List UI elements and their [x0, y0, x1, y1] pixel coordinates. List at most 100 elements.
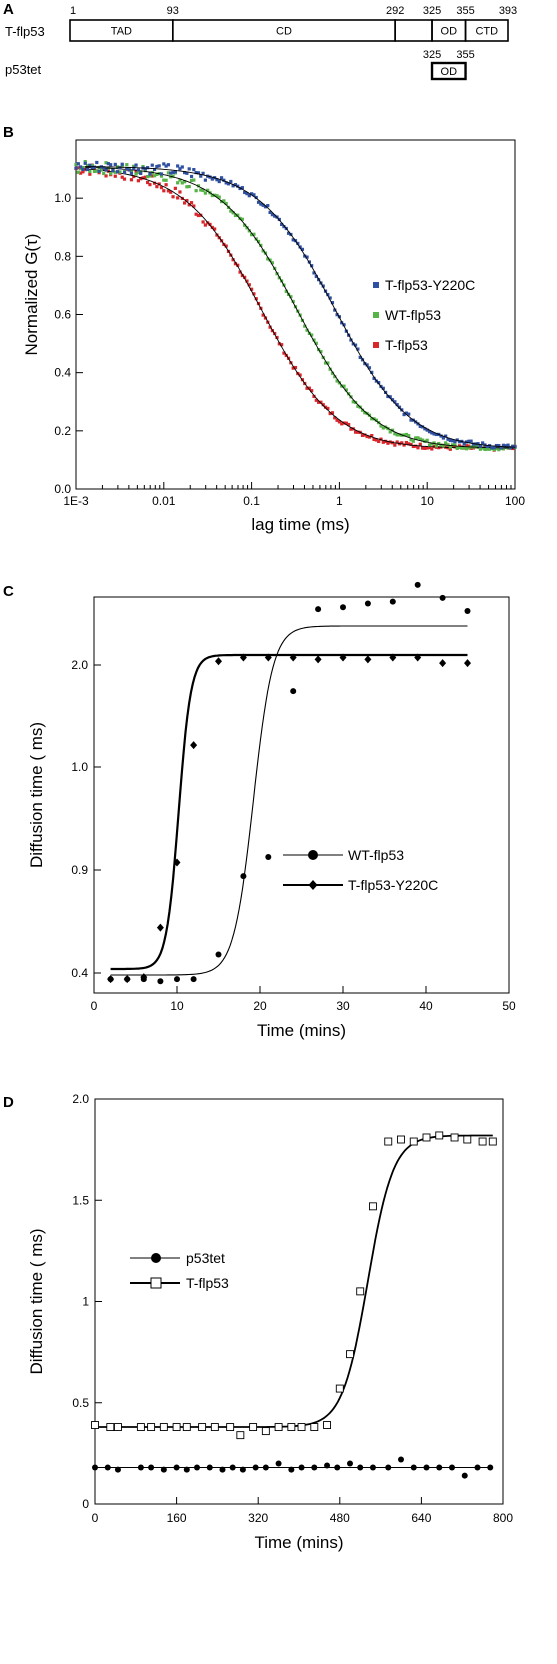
y-tick-label: 0.5 — [72, 1396, 89, 1410]
y-tick-label: 0.0 — [54, 482, 71, 496]
data-point — [111, 168, 115, 173]
data-point — [261, 249, 265, 253]
data-point — [240, 186, 244, 190]
data-point — [83, 168, 87, 172]
fit-line — [84, 166, 516, 448]
fit-line — [110, 625, 468, 976]
data-point — [162, 189, 166, 193]
data-point — [256, 200, 261, 204]
data-point — [463, 1135, 472, 1144]
x-tick-label: 1 — [336, 494, 343, 508]
legend-label: p53tet — [186, 1250, 225, 1266]
data-point — [397, 1135, 405, 1144]
data-point — [409, 442, 413, 447]
data-point — [464, 659, 471, 668]
data-point — [437, 441, 441, 446]
data-point — [334, 1464, 341, 1471]
data-point — [189, 178, 194, 183]
x-tick-label: 640 — [411, 1511, 431, 1525]
data-point — [381, 426, 385, 430]
data-point — [467, 446, 471, 450]
data-point — [224, 244, 228, 248]
data-point — [162, 178, 166, 182]
data-point — [172, 1423, 181, 1432]
data-point — [414, 436, 418, 440]
data-point — [418, 424, 422, 429]
data-point — [261, 313, 265, 317]
data-point — [74, 162, 78, 167]
data-point — [81, 167, 85, 172]
data-point — [395, 403, 399, 407]
x-tick-label: 20 — [253, 999, 267, 1013]
series-T-flp53-Y220C — [74, 160, 517, 450]
legend-label: WT-flp53 — [348, 847, 404, 863]
data-point — [420, 446, 425, 450]
data-point — [370, 433, 374, 438]
x-tick-label: 10 — [170, 999, 184, 1013]
data-point — [166, 189, 171, 193]
data-point — [288, 1466, 295, 1473]
data-point — [91, 1421, 99, 1429]
data-point — [386, 441, 390, 445]
x-axis-label: Time (mins) — [254, 1533, 343, 1552]
data-point — [310, 1423, 319, 1432]
data-point — [187, 184, 191, 189]
data-point — [349, 427, 353, 431]
data-point — [173, 186, 177, 190]
data-point — [356, 347, 360, 351]
y-tick-label: 1.5 — [72, 1193, 89, 1207]
data-point — [250, 287, 254, 291]
data-point — [307, 386, 311, 390]
data-point — [464, 444, 469, 448]
data-point — [467, 439, 471, 443]
y-tick-label: 0 — [82, 1497, 89, 1511]
data-point — [386, 394, 390, 399]
data-point — [462, 445, 466, 449]
data-point — [187, 203, 191, 207]
series-WT-flp53 — [74, 159, 517, 452]
data-point — [328, 296, 332, 300]
data-point — [106, 1423, 115, 1432]
data-point — [236, 263, 240, 267]
x-tick-label: 0 — [92, 1511, 99, 1525]
data-point — [217, 179, 221, 184]
data-point — [136, 179, 140, 183]
data-point — [81, 166, 85, 170]
data-point — [136, 1423, 145, 1432]
data-point — [268, 258, 272, 262]
legend-label: T-flp53 — [385, 337, 428, 353]
data-point — [297, 1423, 306, 1432]
data-point — [439, 434, 443, 438]
panel-label-a: A — [3, 1, 14, 18]
data-point — [481, 446, 485, 450]
domain-label: CTD — [475, 26, 498, 38]
x-tick-label: 0.1 — [243, 494, 260, 508]
data-point — [88, 169, 92, 174]
data-point — [104, 1464, 111, 1471]
data-point — [444, 441, 448, 445]
data-point — [462, 442, 466, 446]
y-tick-label: 0.8 — [54, 249, 71, 263]
data-point — [469, 439, 473, 443]
data-point — [351, 400, 355, 404]
data-point — [240, 217, 244, 221]
data-point — [450, 1133, 459, 1142]
data-point — [180, 165, 184, 169]
data-point — [422, 1133, 431, 1142]
data-point — [194, 189, 198, 193]
data-point — [441, 444, 445, 448]
data-point — [310, 264, 314, 268]
data-point — [369, 1202, 377, 1211]
data-point — [423, 1464, 430, 1471]
data-point — [263, 205, 268, 209]
data-point — [326, 406, 330, 411]
data-point — [335, 1384, 344, 1393]
data-point — [353, 430, 358, 434]
data-point — [240, 273, 244, 278]
data-point — [444, 434, 448, 438]
data-point — [90, 163, 94, 168]
data-point — [423, 446, 427, 450]
data-point — [88, 163, 92, 167]
data-point — [393, 443, 397, 447]
